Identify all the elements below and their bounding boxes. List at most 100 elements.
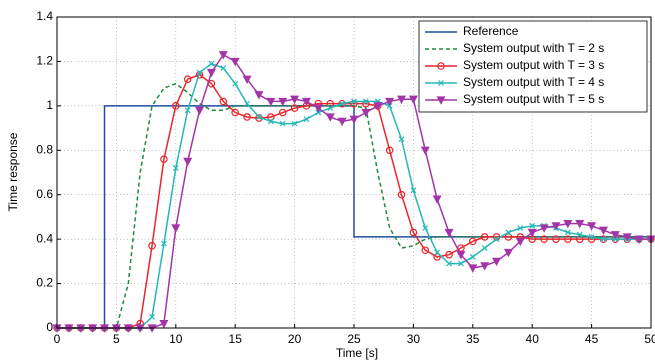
- marker: [600, 236, 607, 243]
- marker: [563, 219, 573, 229]
- y-tick-label: 0.8: [36, 142, 53, 156]
- plot-border: [56, 16, 652, 329]
- legend-label: Reference: [463, 24, 519, 38]
- marker: [610, 231, 620, 240]
- marker: [503, 248, 513, 258]
- marker: [576, 231, 583, 238]
- y-tick-label: 1: [46, 98, 53, 112]
- marker: [492, 257, 502, 267]
- marker: [267, 118, 274, 125]
- marker: [303, 116, 310, 123]
- marker: [361, 108, 371, 118]
- marker: [575, 235, 584, 243]
- x-tick-label: 25: [347, 332, 361, 346]
- marker: [362, 99, 370, 108]
- x-tick-label: 50: [644, 332, 655, 346]
- legend-label: System output with T = 3 s: [463, 58, 604, 72]
- marker: [350, 99, 358, 108]
- x-tick-label: 0: [54, 332, 61, 346]
- marker: [351, 98, 357, 105]
- marker: [588, 233, 595, 240]
- marker: [313, 104, 323, 113]
- marker: [446, 260, 452, 267]
- y-axis-label: Time response: [6, 132, 20, 211]
- marker: [515, 237, 525, 247]
- marker: [385, 146, 394, 155]
- marker: [505, 229, 512, 236]
- marker: [278, 108, 287, 117]
- marker: [172, 102, 180, 110]
- marker: [171, 224, 181, 233]
- series-line: [57, 105, 651, 329]
- marker: [436, 96, 446, 105]
- marker: [587, 222, 597, 231]
- marker: [243, 113, 251, 121]
- marker: [219, 97, 228, 106]
- marker: [256, 114, 262, 120]
- marker: [208, 60, 215, 67]
- marker: [457, 260, 464, 267]
- marker: [410, 187, 417, 194]
- x-tick-label: 20: [288, 332, 302, 346]
- y-tick-label: 0: [46, 320, 53, 334]
- y-tick-label: 0.6: [36, 187, 53, 201]
- marker: [469, 253, 476, 260]
- y-tick-label: 1.2: [36, 54, 53, 68]
- marker: [373, 102, 383, 111]
- marker: [421, 246, 430, 255]
- marker: [349, 115, 359, 124]
- marker: [160, 240, 167, 247]
- marker: [622, 233, 632, 242]
- marker: [267, 113, 275, 121]
- marker: [408, 95, 418, 104]
- marker: [397, 190, 406, 199]
- marker: [159, 319, 169, 329]
- marker: [325, 113, 335, 122]
- marker: [434, 249, 441, 256]
- series-line: [57, 73, 651, 329]
- marker: [220, 65, 227, 72]
- marker: [517, 225, 524, 231]
- y-tick-label: 0.4: [36, 231, 53, 245]
- marker: [540, 235, 548, 243]
- x-axis-label: Time [s]: [336, 346, 378, 360]
- marker: [290, 95, 300, 104]
- marker: [397, 95, 407, 104]
- y-tick-label: 0.2: [36, 276, 53, 290]
- marker: [148, 242, 156, 250]
- marker: [552, 235, 560, 243]
- marker: [242, 75, 252, 84]
- x-tick-label: 15: [229, 332, 243, 346]
- marker: [172, 165, 179, 171]
- marker: [409, 228, 418, 237]
- marker: [398, 136, 405, 143]
- marker: [279, 120, 286, 127]
- series-line: [57, 82, 651, 329]
- marker: [326, 99, 335, 108]
- marker: [327, 105, 334, 112]
- legend-label: System output with T = 2 s: [463, 41, 604, 55]
- marker: [183, 75, 192, 84]
- marker: [160, 155, 168, 163]
- x-tick-label: 5: [113, 332, 120, 346]
- marker: [339, 100, 346, 107]
- plot-area: [52, 51, 655, 333]
- marker: [195, 70, 204, 79]
- marker: [437, 62, 445, 70]
- marker: [196, 69, 203, 76]
- marker: [504, 233, 513, 241]
- marker: [206, 68, 216, 78]
- marker: [183, 157, 193, 167]
- marker: [551, 222, 561, 231]
- marker: [456, 251, 466, 260]
- x-tick-label: 10: [169, 332, 183, 346]
- marker: [301, 97, 311, 107]
- marker: [433, 253, 441, 261]
- marker: [278, 97, 288, 107]
- marker: [420, 146, 430, 156]
- y-tick-label: 1.4: [36, 9, 53, 23]
- marker: [218, 51, 228, 60]
- marker: [480, 262, 490, 271]
- marker: [444, 228, 454, 238]
- marker: [291, 120, 298, 127]
